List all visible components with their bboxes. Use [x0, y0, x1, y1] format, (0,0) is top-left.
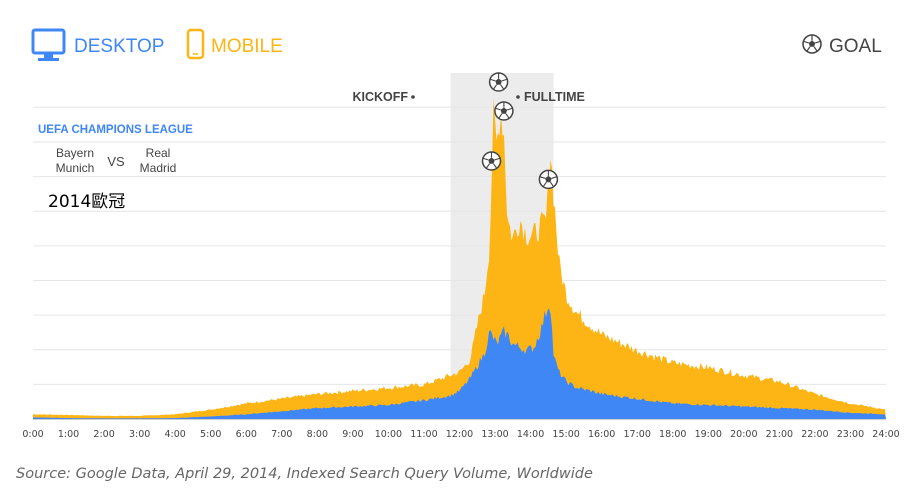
x-tick-label: 19:00 [695, 429, 722, 440]
away-team-line2: Madrid [140, 161, 177, 175]
x-tick-label: 7:00 [271, 429, 292, 440]
x-tick-label: 2:00 [93, 429, 114, 440]
x-tick-label: 11:00 [410, 429, 437, 440]
overlay-caption: 2014歐冠 [48, 192, 125, 212]
home-team-line1: Bayern [56, 146, 94, 160]
x-tick-label: 6:00 [236, 429, 257, 440]
fulltime-label: FULLTIME [524, 90, 585, 104]
legend: DESKTOP MOBILE GOAL [31, 28, 882, 61]
vs-label: VS [107, 154, 125, 169]
x-tick-label: 20:00 [730, 429, 757, 440]
x-tick-label: 3:00 [129, 429, 150, 440]
legend-desktop-label: DESKTOP [74, 36, 164, 57]
x-tick-label: 15:00 [552, 429, 579, 440]
away-team-line1: Real [146, 146, 171, 160]
x-tick-label: 4:00 [164, 429, 185, 440]
x-tick-label: 13:00 [481, 429, 508, 440]
area-series-desktop [33, 308, 886, 419]
x-tick-label: 10:00 [375, 429, 402, 440]
x-tick-label: 14:00 [517, 429, 544, 440]
x-tick-label: 18:00 [659, 429, 686, 440]
series-areas [33, 98, 886, 420]
goal-marker-icon [481, 151, 502, 171]
kickoff-dot [411, 95, 415, 99]
legend-mobile-label: MOBILE [211, 36, 283, 57]
monitor-icon [31, 28, 66, 61]
x-tick-label: 23:00 [837, 429, 864, 440]
goal-marker-icon [494, 101, 514, 121]
x-tick-label: 1:00 [58, 429, 79, 440]
x-tick-label: 5:00 [200, 429, 221, 440]
x-tick-label: 8:00 [307, 429, 328, 440]
goal-marker-icon [488, 72, 509, 92]
goal-marker-icon [538, 169, 559, 190]
kickoff-label: KICKOFF [352, 90, 408, 104]
goal-markers [481, 72, 559, 190]
source-note: Source: Google Data, April 29, 2014, Ind… [16, 466, 593, 482]
soccer-ball-icon [802, 34, 822, 54]
fulltime-dot [516, 95, 520, 99]
home-team-line2: Munich [56, 161, 95, 175]
x-tick-label: 17:00 [624, 429, 651, 440]
x-tick-label: 24:00 [872, 429, 899, 440]
x-tick-label: 16:00 [588, 429, 615, 440]
x-tick-label: 22:00 [801, 429, 828, 440]
x-tick-label: 21:00 [766, 429, 793, 440]
legend-goal-label: GOAL [829, 36, 882, 57]
x-tick-label: 0:00 [22, 429, 43, 440]
x-tick-label: 12:00 [446, 429, 473, 440]
x-axis: 0:00 1:00 2:00 3:00 4:00 5:00 6:00 7:00 8:00 9:00… [22, 419, 900, 440]
phone-icon [186, 28, 205, 60]
league-label: UEFA CHAMPIONS LEAGUE [38, 124, 193, 136]
x-tick-label: 9:00 [342, 429, 363, 440]
